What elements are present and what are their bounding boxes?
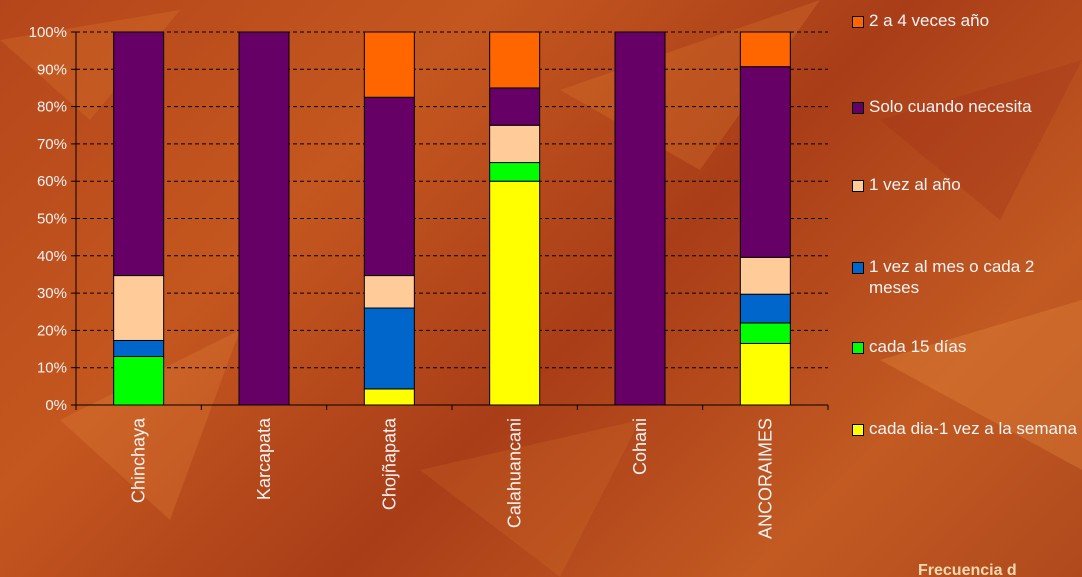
y-tick-label: 80%: [37, 99, 67, 116]
legend-swatch: [852, 180, 864, 192]
legend-label: Solo cuando necesita: [869, 97, 1032, 116]
legend-swatch: [852, 342, 864, 354]
legend-item: 1 vez al año: [852, 174, 1082, 195]
bar-segment: [739, 256, 791, 295]
gridlines: [71, 31, 828, 406]
legend-swatch: [852, 424, 864, 436]
x-tick-label: Cohani: [630, 418, 650, 475]
y-tick-label: 40%: [37, 248, 67, 265]
y-tick-label: 90%: [37, 61, 67, 78]
bar-segment: [113, 356, 165, 406]
bar-segment: [739, 66, 791, 258]
slide-title: Frecuencia d: [918, 562, 1017, 577]
bar-segment: [363, 31, 415, 98]
bar-segment: [739, 322, 791, 344]
bar-segment: [113, 31, 165, 277]
legend-item: cada 15 días: [852, 336, 1082, 357]
x-tick-label: ANCORAIMES: [755, 418, 775, 539]
bar-segment: [489, 124, 541, 164]
bar-segment: [739, 293, 791, 324]
legend-label: 1 vez al año: [869, 175, 961, 194]
legend-item: 2 a 4 veces año: [852, 10, 1082, 31]
bar-segment: [238, 31, 290, 406]
bar-segment: [489, 180, 541, 406]
x-tick-label: Chojñapata: [379, 417, 399, 510]
legend-item: Solo cuando necesita: [852, 96, 1082, 117]
y-tick-label: 100%: [29, 24, 67, 41]
y-tick-label: 30%: [37, 285, 67, 302]
stacked-bar-chart: 0% 10% 20% 30% 40% 50% 60% 70% 80% 90% 100% Chinch…: [29, 24, 829, 539]
legend-label: 2 a 4 veces año: [869, 11, 990, 30]
y-tick-label: 20%: [37, 322, 67, 339]
bar-segment: [489, 31, 541, 89]
bar-segment: [363, 307, 415, 390]
y-tick-label: 60%: [37, 173, 67, 190]
bar-segment: [489, 87, 541, 126]
y-tick-label: 10%: [37, 360, 67, 377]
bar-segment: [363, 388, 415, 406]
bar-segment: [363, 96, 415, 277]
legend-item: 1 vez al mes o cada 2 meses: [852, 256, 1082, 298]
legend-label: cada 15 días: [869, 337, 967, 356]
bar-segment: [739, 342, 791, 406]
bar-segment: [363, 275, 415, 309]
y-tick-labels: 0% 10% 20% 30% 40% 50% 60% 70% 80% 90% 100%: [29, 24, 67, 414]
bar-segment: [489, 162, 541, 182]
axes: [75, 32, 829, 410]
legend-swatch: [852, 102, 864, 114]
legend-swatch: [852, 262, 864, 274]
bar-segment: [739, 31, 791, 68]
legend-item: cada dia-1 vez a la semana: [852, 418, 1082, 439]
y-tick-label: 0%: [45, 397, 67, 414]
x-tick-label: Chinchaya: [129, 417, 149, 503]
x-tick-labels: Chinchaya Karcapata Chojñapata Calahuancani…: [129, 417, 776, 539]
x-tick-label: Calahuancani: [505, 418, 525, 528]
y-tick-label: 50%: [37, 211, 67, 228]
legend-label: 1 vez al mes o cada 2 meses: [869, 257, 1035, 297]
legend-swatch: [852, 16, 864, 28]
y-tick-label: 70%: [37, 136, 67, 153]
bar-segment: [614, 31, 666, 406]
legend-label: cada dia-1 vez a la semana: [869, 419, 1077, 438]
bar-segment: [113, 275, 165, 341]
bar-segment: [113, 339, 165, 358]
bars: [113, 31, 791, 406]
x-tick-label: Karcapata: [254, 417, 274, 500]
